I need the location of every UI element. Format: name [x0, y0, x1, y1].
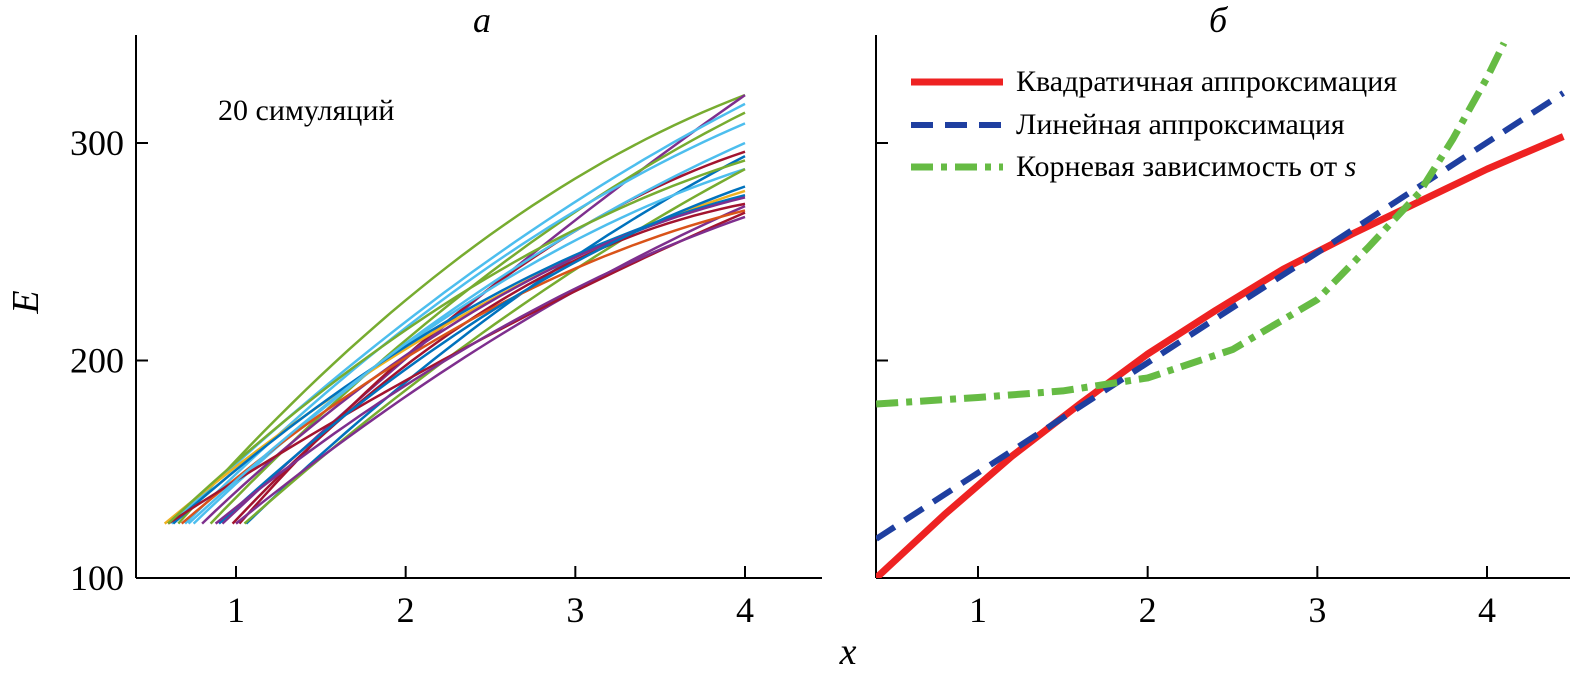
simulation-line	[163, 189, 746, 525]
legend-label-quadratic: Квадратичная аппроксимация	[1016, 65, 1397, 98]
panel-a: 1 2 3 4 100 200 300 а 20 симуляций E	[5, 0, 822, 630]
panel-a-y-tick-label: 300	[70, 123, 124, 163]
simulation-line	[201, 196, 746, 525]
panel-a-y-tick-label: 200	[70, 341, 124, 381]
legend-label-linear: Линейная аппроксимация	[1016, 108, 1345, 141]
panel-a-x-tick-label: 1	[227, 590, 245, 630]
simulation-line	[180, 209, 746, 525]
y-axis-title: E	[5, 290, 47, 314]
linear-fit-line	[876, 90, 1565, 542]
simulation-line	[238, 150, 746, 525]
simulation-line	[245, 154, 746, 525]
panel-a-annotation: 20 симуляций	[218, 94, 394, 127]
panel-a-x-tick-label: 4	[736, 590, 754, 630]
simulation-line	[218, 185, 746, 525]
panel-a-x-tick-label: 3	[566, 590, 584, 630]
x-axis-title: x	[839, 631, 857, 673]
panel-a-title: а	[473, 0, 491, 40]
simulation-line	[231, 202, 746, 525]
simulation-line	[209, 111, 746, 525]
panel-a-y-tick-label: 100	[70, 558, 124, 598]
simulation-line	[187, 141, 746, 525]
simulation-line	[214, 215, 746, 525]
root-dependence-line	[876, 41, 1508, 408]
simulation-line	[177, 93, 746, 525]
panel-b-x-tick-label: 2	[1139, 590, 1157, 630]
panel-b-legend: Квадратичная аппроксимация Линейная аппр…	[911, 65, 1397, 183]
simulation-line	[235, 204, 746, 525]
panel-b-x-tick-label: 1	[969, 590, 987, 630]
panel-b-x-tick-label: 3	[1308, 590, 1326, 630]
panel-b: 1 2 3 4 б Квадратичная аппроксимация Линейн…	[875, 0, 1570, 630]
panel-b-title: б	[1209, 0, 1229, 40]
simulation-line	[167, 159, 746, 525]
legend-label-root: Корневая зависимость от s	[1016, 150, 1356, 183]
quadratic-fit-line	[876, 133, 1565, 578]
panel-b-x-tick-label: 4	[1478, 590, 1496, 630]
panel-a-x-tick-label: 2	[397, 590, 415, 630]
